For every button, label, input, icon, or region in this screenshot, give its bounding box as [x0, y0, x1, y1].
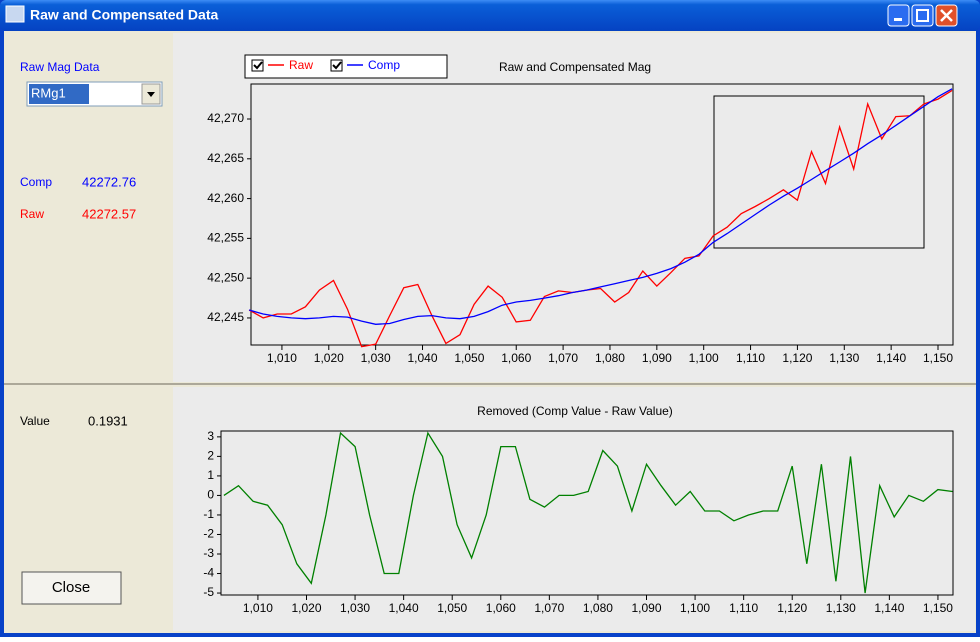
maximize-icon [916, 9, 929, 22]
legend-label: Comp [368, 58, 400, 72]
x-tick-label: 1,110 [729, 601, 758, 615]
series-line [223, 431, 953, 594]
y-tick-label: 1 [207, 468, 214, 482]
x-tick-label: 1,020 [314, 351, 344, 365]
y-tick-label: -4 [203, 566, 214, 580]
select-arrow [147, 92, 155, 97]
close-icon [940, 9, 953, 22]
chart-title: Removed (Comp Value - Raw Value) [477, 404, 673, 418]
legend-check [332, 61, 342, 70]
y-tick-label: -1 [203, 507, 214, 521]
series-line [248, 89, 953, 348]
x-tick-label: 1,090 [631, 601, 661, 615]
x-tick-label: 1,080 [595, 351, 625, 365]
y-tick-label: 2 [207, 449, 214, 463]
x-tick-label: 1,050 [454, 351, 484, 365]
title-bar [0, 0, 980, 31]
y-tick-label: -2 [203, 527, 214, 541]
y-tick-label: 42,260 [207, 191, 244, 205]
raw-label: Raw [20, 207, 44, 221]
window-title: Raw and Compensated Data [30, 7, 218, 23]
chart-title: Raw and Compensated Mag [499, 60, 651, 74]
x-tick-label: 1,100 [689, 351, 719, 365]
legend-label: Raw [289, 58, 313, 72]
legend-check [253, 61, 263, 70]
legend-checkbox [251, 59, 264, 72]
x-tick-label: 1,150 [923, 601, 953, 615]
x-tick-label: 1,070 [548, 351, 578, 365]
x-tick-label: 1,030 [340, 601, 370, 615]
x-tick-label: 1,020 [291, 601, 321, 615]
x-tick-label: 1,130 [826, 601, 856, 615]
x-tick-label: 1,060 [501, 351, 531, 365]
x-tick-label: 1,080 [583, 601, 613, 615]
y-tick-label: 42,250 [207, 270, 244, 284]
close-button[interactable] [21, 571, 122, 605]
legend-checkbox [330, 59, 343, 72]
x-tick-label: 1,010 [243, 601, 273, 615]
select-highlight [29, 84, 89, 104]
x-tick-label: 1,130 [829, 351, 859, 365]
x-tick-label: 1,050 [437, 601, 467, 615]
x-tick-label: 1,100 [680, 601, 710, 615]
y-tick-label: 42,255 [207, 231, 244, 245]
zoom-box [713, 95, 925, 249]
value-text: 0.1931 [88, 413, 128, 428]
comp-value: 42272.76 [82, 174, 136, 189]
y-tick-label: 3 [207, 429, 214, 443]
y-tick-label: -3 [203, 546, 214, 560]
x-tick-label: 1,120 [777, 601, 807, 615]
window-icon [5, 5, 25, 23]
x-tick-label: 1,070 [534, 601, 564, 615]
plot-area [250, 83, 954, 346]
y-tick-label: 0 [207, 488, 214, 502]
minimize-icon [894, 18, 902, 21]
plot-area [220, 430, 954, 596]
x-tick-label: 1,150 [923, 351, 953, 365]
value-label: Value [20, 414, 50, 428]
x-tick-label: 1,060 [486, 601, 516, 615]
x-tick-label: 1,010 [267, 351, 297, 365]
x-tick-label: 1,110 [736, 351, 765, 365]
y-tick-label: 42,245 [207, 310, 244, 324]
close-button-label: Close [52, 579, 90, 596]
y-tick-label: -5 [203, 585, 214, 599]
x-tick-label: 1,040 [389, 601, 419, 615]
x-tick-label: 1,040 [408, 351, 438, 365]
series-line [248, 88, 953, 325]
minimize-button[interactable] [887, 4, 910, 27]
x-tick-label: 1,120 [782, 351, 812, 365]
x-tick-label: 1,140 [876, 351, 906, 365]
select-value: RMg1 [31, 85, 66, 100]
comp-label: Comp [20, 175, 52, 189]
legend [244, 54, 448, 79]
raw-value: 42272.57 [82, 206, 136, 221]
y-tick-label: 42,265 [207, 151, 244, 165]
maximize-button[interactable] [911, 4, 934, 27]
y-tick-label: 42,270 [207, 111, 244, 125]
x-tick-label: 1,030 [361, 351, 391, 365]
select-label: Raw Mag Data [20, 60, 100, 74]
x-tick-label: 1,140 [874, 601, 904, 615]
x-tick-label: 1,090 [642, 351, 672, 365]
